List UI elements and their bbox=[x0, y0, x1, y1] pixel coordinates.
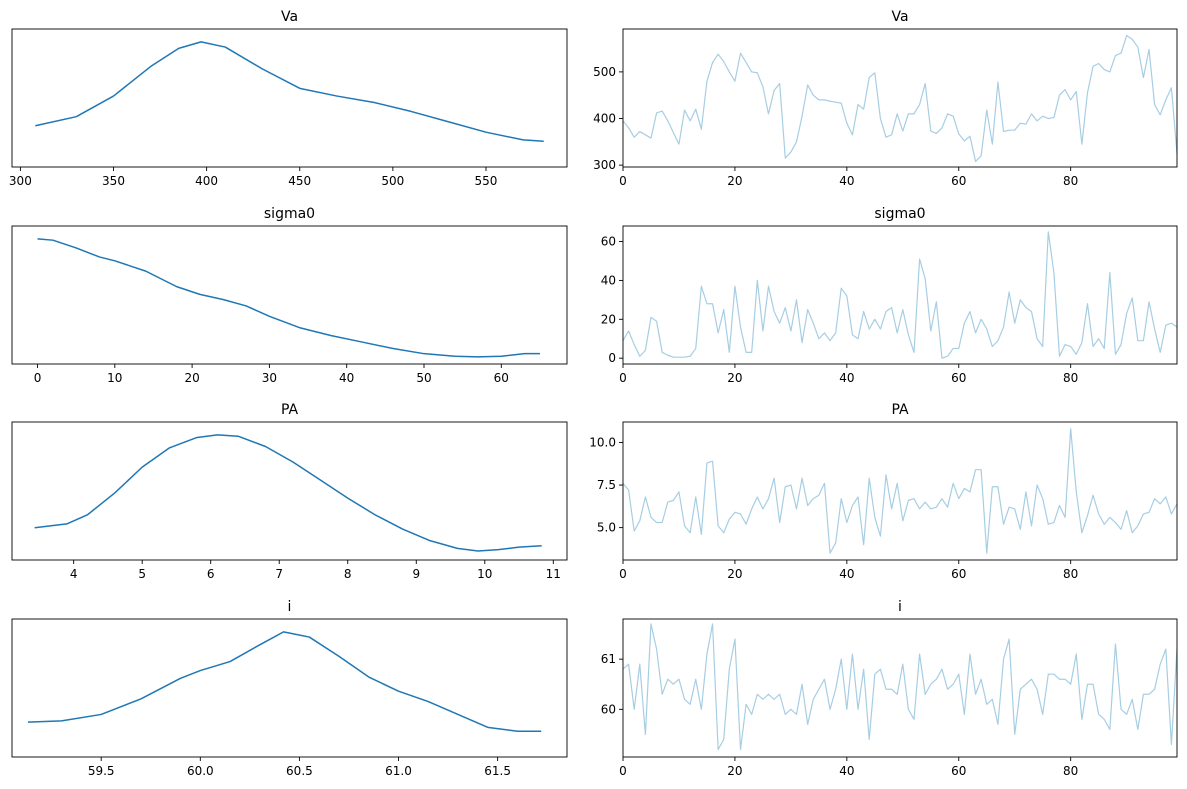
sigma0-trace-ytick-label: 20 bbox=[601, 312, 616, 326]
pa-kde-xtick-label: 8 bbox=[344, 567, 352, 581]
va-trace-panel: Va 0 20 40 60 80 300 400 500 bbox=[593, 9, 1178, 188]
va-kde-title: Va bbox=[281, 9, 298, 25]
i-kde-title: i bbox=[288, 599, 292, 615]
pa-trace-xtick-label: 0 bbox=[619, 567, 627, 581]
pa-kde-xtick-label: 4 bbox=[70, 567, 78, 581]
sigma0-kde-xtick-label: 30 bbox=[262, 371, 277, 385]
sigma0-kde-xtick-label: 0 bbox=[34, 371, 42, 385]
va-kde-xtick-label: 500 bbox=[381, 174, 404, 188]
sigma0-trace-panel: sigma0 0 20 40 60 80 0 20 40 60 bbox=[601, 206, 1178, 385]
i-trace-ytick-label: 61 bbox=[601, 652, 616, 666]
i-kde-panel: i 59.5 60.0 60.5 61.0 61.5 bbox=[11, 599, 568, 778]
sigma0-kde-xtick-label: 50 bbox=[416, 371, 431, 385]
va-kde-xtick-label: 400 bbox=[195, 174, 218, 188]
pa-kde-xtick-label: 11 bbox=[546, 567, 561, 581]
sigma0-trace-ytick-label: 0 bbox=[608, 351, 616, 365]
sigma0-trace-xtick-label: 60 bbox=[951, 371, 966, 385]
pa-trace-panel: PA 0 20 40 60 80 5.0 7.5 10.0 bbox=[589, 402, 1178, 581]
sigma0-trace-xtick-label: 0 bbox=[619, 371, 627, 385]
va-trace-xtick-label: 80 bbox=[1063, 174, 1078, 188]
sigma0-trace-xtick-label: 20 bbox=[727, 371, 742, 385]
sigma0-trace-frame bbox=[622, 225, 1178, 365]
i-kde-xtick-label: 61.0 bbox=[385, 764, 412, 778]
pa-trace-xtick-label: 40 bbox=[839, 567, 854, 581]
va-kde-xtick-label: 350 bbox=[102, 174, 125, 188]
i-trace-title: i bbox=[898, 599, 902, 615]
pa-trace-ytick-label: 7.5 bbox=[597, 478, 616, 492]
i-kde-xtick-label: 61.5 bbox=[484, 764, 511, 778]
pa-kde-xtick-label: 9 bbox=[412, 567, 420, 581]
pa-kde-xtick-label: 10 bbox=[477, 567, 492, 581]
sigma0-kde-title: sigma0 bbox=[264, 206, 315, 222]
va-kde-frame bbox=[11, 28, 568, 168]
va-trace-xtick-label: 40 bbox=[839, 174, 854, 188]
pa-trace-title: PA bbox=[891, 402, 909, 418]
i-kde-xtick-label: 60.0 bbox=[187, 764, 214, 778]
i-kde-xtick-label: 60.5 bbox=[286, 764, 313, 778]
pa-trace-xtick-label: 20 bbox=[727, 567, 742, 581]
i-trace-series-line bbox=[623, 623, 1177, 751]
sigma0-kde-frame bbox=[11, 225, 568, 365]
va-trace-xtick-label: 20 bbox=[727, 174, 742, 188]
va-trace-ytick-label: 500 bbox=[593, 65, 616, 79]
pa-kde-xtick-label: 7 bbox=[275, 567, 283, 581]
va-kde-xtick-label: 550 bbox=[475, 174, 498, 188]
va-trace-xtick-label: 60 bbox=[951, 174, 966, 188]
va-kde-series-line bbox=[35, 41, 544, 142]
sigma0-trace-title: sigma0 bbox=[874, 206, 925, 222]
va-trace-title: Va bbox=[891, 9, 908, 25]
i-trace-xtick-label: 80 bbox=[1063, 764, 1078, 778]
va-trace-ytick-label: 300 bbox=[593, 158, 616, 172]
va-trace-xtick-label: 0 bbox=[619, 174, 627, 188]
sigma0-kde-panel: sigma0 0 10 20 30 40 50 60 bbox=[11, 206, 568, 385]
sigma0-kde-xtick-label: 40 bbox=[339, 371, 354, 385]
va-trace-frame bbox=[622, 28, 1178, 168]
pa-trace-ytick-label: 5.0 bbox=[597, 521, 616, 535]
sigma0-kde-xtick-label: 20 bbox=[184, 371, 199, 385]
sigma0-trace-series-line bbox=[623, 231, 1177, 359]
i-trace-ytick-label: 60 bbox=[601, 702, 616, 716]
va-kde-xtick-label: 450 bbox=[288, 174, 311, 188]
sigma0-kde-xtick-label: 60 bbox=[494, 371, 509, 385]
i-kde-series-line bbox=[27, 631, 542, 732]
sigma0-trace-xtick-label: 80 bbox=[1063, 371, 1078, 385]
sigma0-trace-xtick-label: 40 bbox=[839, 371, 854, 385]
pa-trace-xtick-label: 60 bbox=[951, 567, 966, 581]
pa-trace-ytick-label: 10.0 bbox=[589, 435, 616, 449]
i-trace-xtick-label: 40 bbox=[839, 764, 854, 778]
pa-kde-xtick-label: 6 bbox=[207, 567, 215, 581]
pa-trace-series-line bbox=[623, 428, 1177, 554]
pa-trace-frame bbox=[622, 421, 1178, 561]
i-kde-xtick-label: 59.5 bbox=[88, 764, 115, 778]
i-trace-panel: i 0 20 40 60 80 60 61 bbox=[601, 599, 1178, 778]
sigma0-trace-ytick-label: 40 bbox=[601, 273, 616, 287]
pa-kde-title: PA bbox=[281, 402, 299, 418]
pa-trace-xtick-label: 80 bbox=[1063, 567, 1078, 581]
i-trace-xtick-label: 0 bbox=[619, 764, 627, 778]
sigma0-kde-series-line bbox=[37, 238, 540, 358]
pa-kde-series-line bbox=[34, 434, 542, 552]
i-trace-xtick-label: 60 bbox=[951, 764, 966, 778]
pa-kde-panel: PA 4 5 6 7 8 9 10 11 bbox=[11, 402, 568, 581]
va-kde-panel: Va 300 350 400 450 500 550 bbox=[9, 9, 568, 188]
sigma0-kde-xtick-label: 10 bbox=[107, 371, 122, 385]
va-trace-series-line bbox=[623, 34, 1177, 163]
va-kde-xtick-label: 300 bbox=[9, 174, 32, 188]
pa-kde-xtick-label: 5 bbox=[138, 567, 146, 581]
i-trace-frame bbox=[622, 618, 1178, 758]
i-kde-frame bbox=[11, 618, 568, 758]
i-trace-xtick-label: 20 bbox=[727, 764, 742, 778]
va-trace-ytick-label: 400 bbox=[593, 112, 616, 126]
sigma0-trace-ytick-label: 60 bbox=[601, 235, 616, 249]
pa-kde-frame bbox=[11, 421, 568, 561]
